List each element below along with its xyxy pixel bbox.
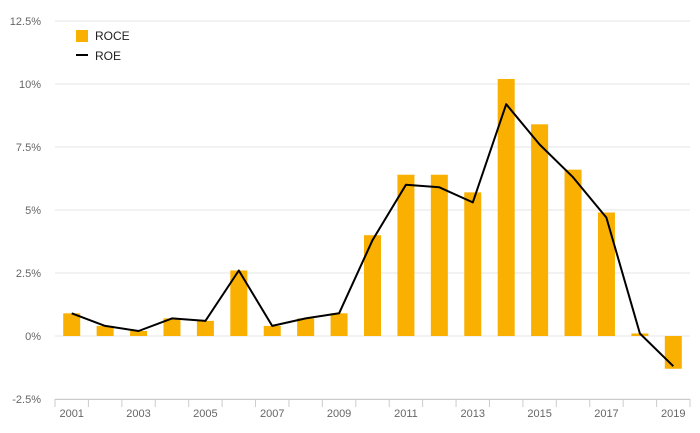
roce-bar — [464, 192, 482, 336]
y-tick-label: 5% — [25, 205, 41, 217]
x-tick-label: 2017 — [594, 408, 618, 420]
y-tick-label: 12.5% — [10, 16, 41, 28]
roce-bar — [330, 313, 348, 336]
roce-bar — [130, 330, 148, 336]
roce-bar — [63, 313, 81, 336]
y-axis: -2.5% 0% 2.5% 5% 7.5% 10% 12.5% — [10, 16, 41, 406]
roce-bar — [297, 318, 315, 336]
x-tick-label: 2003 — [126, 408, 150, 420]
x-tick-label: 2019 — [661, 408, 685, 420]
roce-bar — [230, 270, 248, 336]
roce-bar — [263, 325, 281, 336]
legend-roe-label: ROE — [95, 49, 121, 63]
roce-bar — [96, 325, 114, 336]
legend-roce-swatch — [76, 30, 88, 42]
y-tick-label: -2.5% — [12, 394, 41, 406]
roce-bar — [163, 318, 181, 336]
x-tick-label: 2015 — [527, 408, 551, 420]
roce-bar — [196, 320, 214, 336]
x-tick-label: 2007 — [260, 408, 284, 420]
grid-layer — [55, 20, 690, 400]
x-tick-label: 2011 — [394, 408, 418, 420]
roe-line — [71, 103, 674, 367]
y-tick-label: 10% — [19, 79, 41, 91]
roce-bar — [564, 169, 582, 336]
roce-bar — [531, 124, 549, 336]
roe-line-layer — [71, 103, 674, 367]
x-axis: 2001 2003 2005 2007 2009 2011 2013 2015 2017 2019 — [54, 399, 691, 420]
roce-bar — [597, 212, 615, 336]
legend-roce-label: ROCE — [95, 29, 130, 43]
y-tick-label: 7.5% — [16, 142, 41, 154]
roce-bar — [397, 174, 415, 336]
legend: ROCE ROE — [76, 29, 130, 63]
roce-bar — [364, 235, 381, 336]
x-tick-label: 2013 — [461, 408, 485, 420]
roce-bars — [63, 78, 682, 369]
x-tick-label: 2001 — [59, 408, 83, 420]
roce-bar — [430, 174, 448, 336]
roce-bar — [664, 336, 682, 369]
roce-bar — [497, 78, 515, 337]
x-tick-label: 2005 — [193, 408, 217, 420]
x-tick-label: 2009 — [327, 408, 351, 420]
y-tick-label: 2.5% — [16, 268, 41, 280]
y-tick-label: 0% — [25, 331, 41, 343]
